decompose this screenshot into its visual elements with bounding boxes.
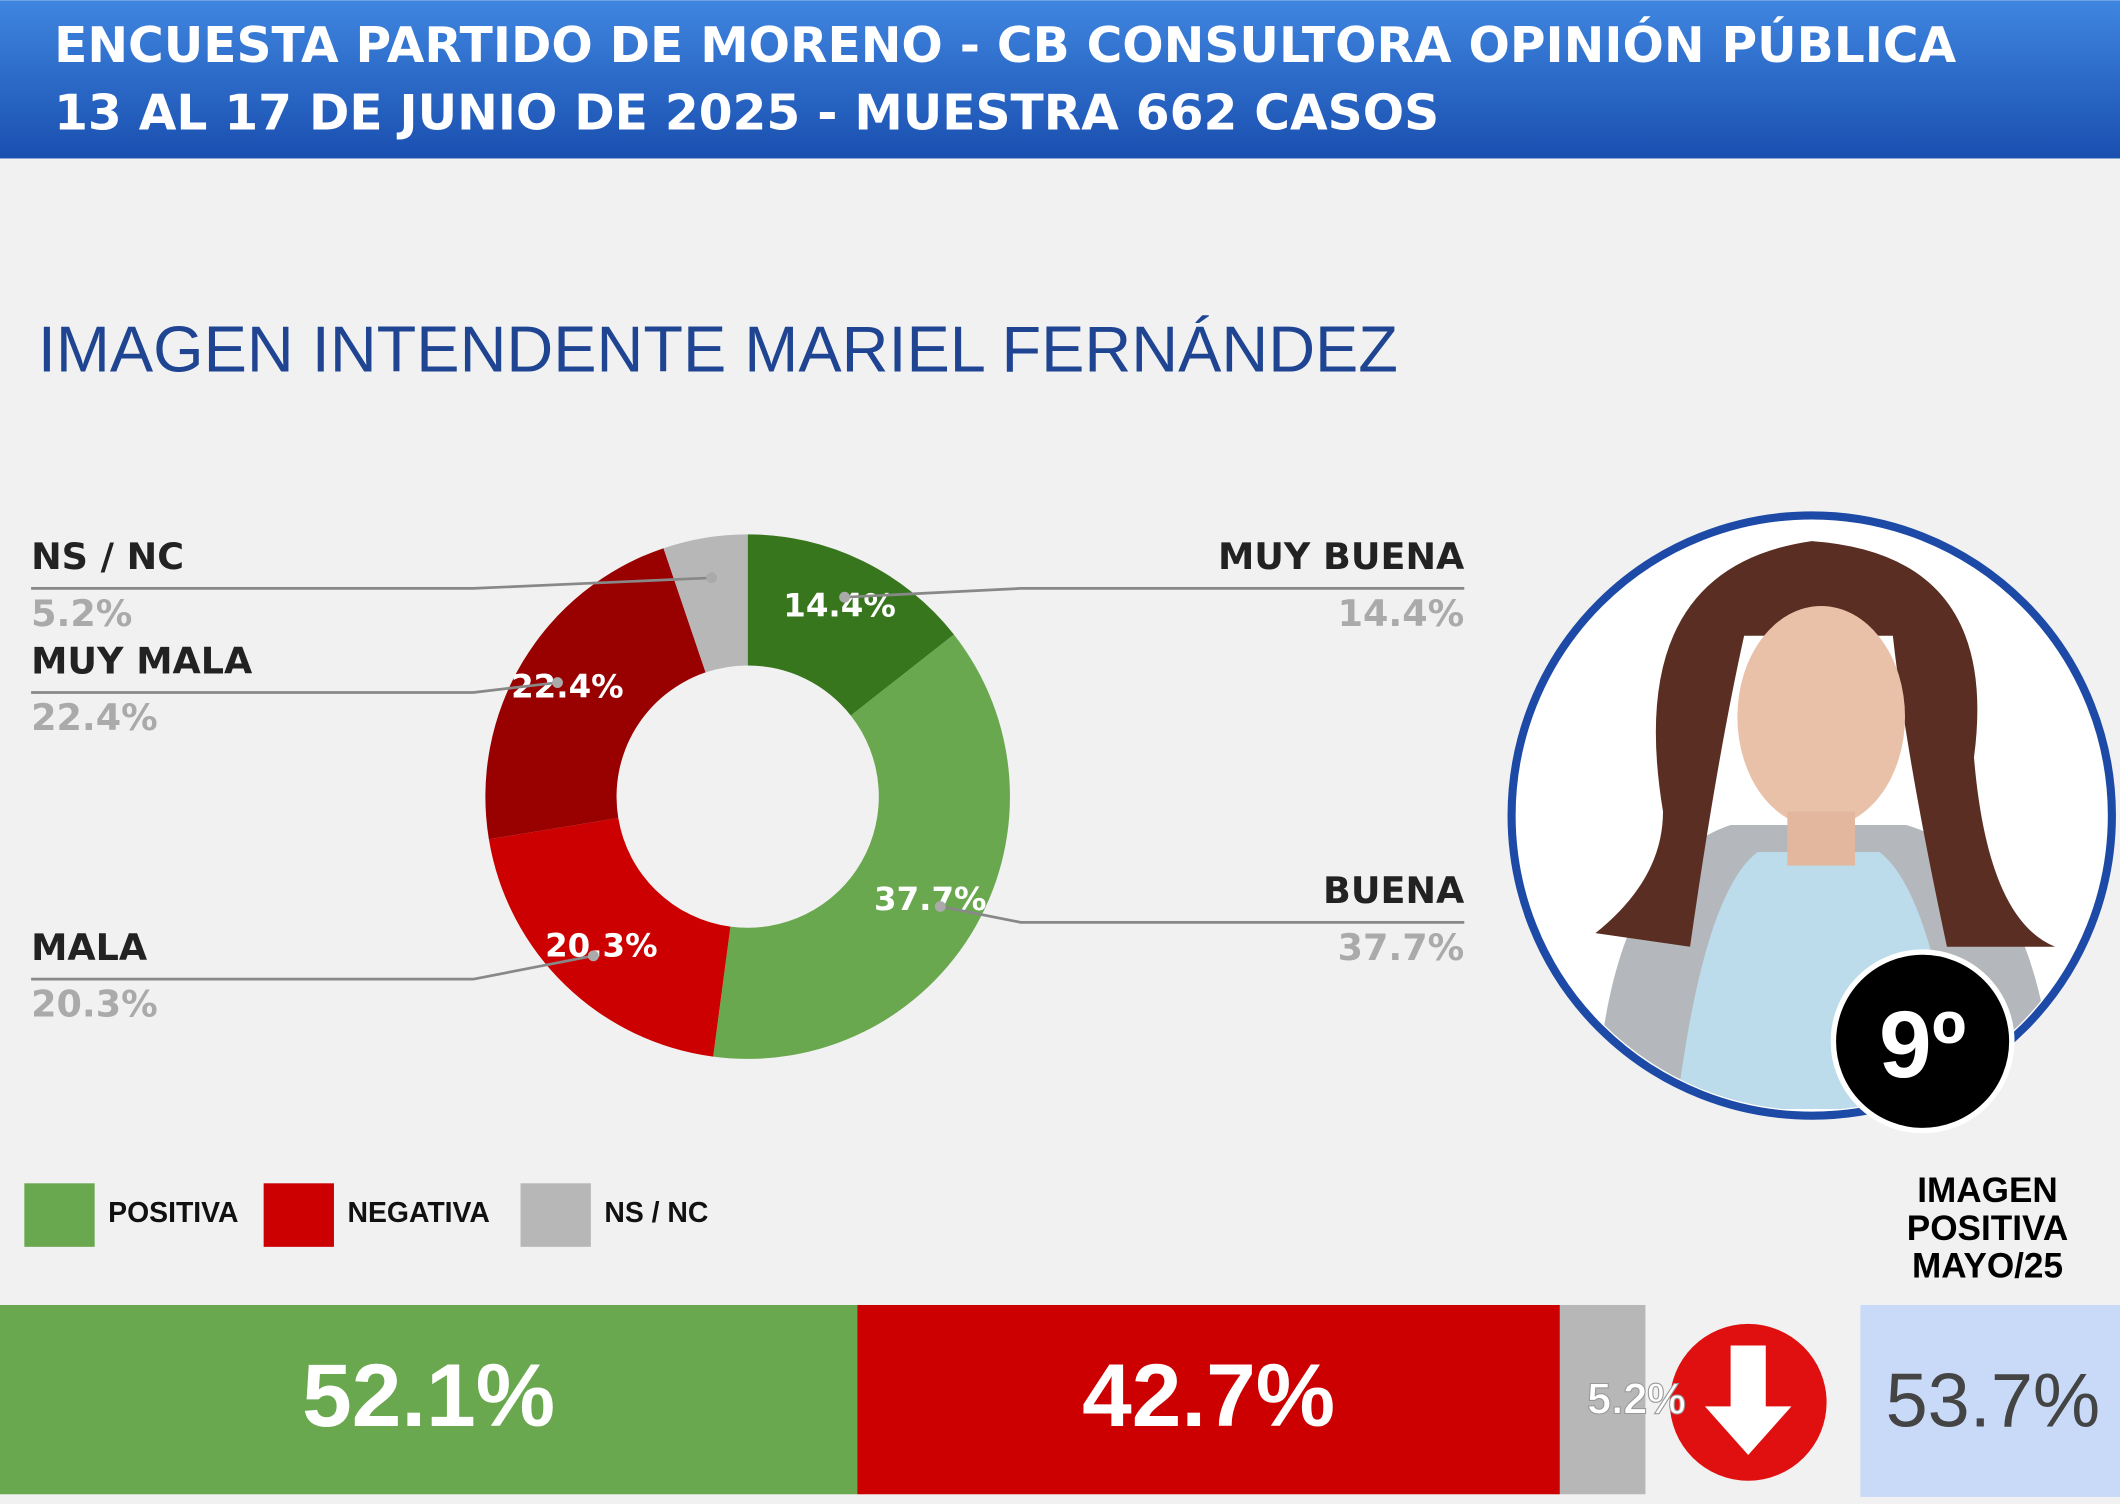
comparison-title: IMAGEN <box>1917 1171 2058 1210</box>
leader-dot <box>587 950 599 962</box>
comparison-box <box>1860 1304 2120 1497</box>
value-label: 5.2% <box>31 592 132 635</box>
down-arrow <box>1704 1345 1792 1456</box>
bar-label: 42.7% <box>1082 1345 1335 1445</box>
comparison-value: 53.7% <box>1886 1358 2101 1443</box>
bar-label: 5.2% <box>1587 1376 1686 1424</box>
legend-swatch <box>263 1183 334 1247</box>
legend-swatch <box>24 1183 95 1247</box>
pie-slice <box>747 534 954 716</box>
portrait <box>1595 541 2056 1109</box>
comparison-title: POSITIVA <box>1907 1209 2068 1248</box>
category-label: MUY MALA <box>31 639 253 682</box>
legend-label: NS / NC <box>604 1197 708 1229</box>
value-label: 22.4% <box>31 696 158 739</box>
leader-dot <box>934 901 946 912</box>
rank-label: 9º <box>1879 992 1966 1098</box>
category-label: MUY BUENA <box>1218 535 1465 578</box>
slice-label: 20.3% <box>545 927 658 965</box>
leader-dot <box>706 572 718 584</box>
legend-swatch <box>520 1183 591 1247</box>
leader-line <box>31 576 712 590</box>
value-label: 37.7% <box>1338 926 1465 969</box>
header-line: ENCUESTA PARTIDO DE MORENO - CB CONSULTO… <box>54 17 1956 74</box>
legend-label: NEGATIVA <box>347 1197 489 1229</box>
pie-slice <box>663 534 748 673</box>
category-label: NS / NC <box>31 535 184 578</box>
bar-label: 52.1% <box>302 1345 555 1445</box>
value-label: 14.4% <box>1338 592 1465 635</box>
leader-dot <box>552 677 563 688</box>
category-label: MALA <box>31 926 148 969</box>
leader-line <box>31 954 594 981</box>
leader-dot <box>839 591 851 603</box>
bar-segment <box>1559 1304 1646 1495</box>
category-label: BUENA <box>1323 869 1465 912</box>
photo <box>1507 511 2116 1120</box>
slice-label: 14.4% <box>783 587 896 625</box>
leader-line <box>844 587 1465 599</box>
rank-badge <box>1830 949 2015 1134</box>
pie-slice <box>713 634 1010 1059</box>
comparison-title: MAYO/25 <box>1912 1247 2063 1286</box>
leader-line <box>31 681 558 694</box>
leader-line <box>940 905 1465 924</box>
header-line: 13 AL 17 DE JUNIO DE 2025 - MUESTRA 662 … <box>54 86 1439 142</box>
value-label: 20.3% <box>31 983 158 1026</box>
bar-segment <box>857 1304 1560 1495</box>
pie-slice <box>485 548 706 840</box>
header-bar <box>0 0 2120 159</box>
legend-label: POSITIVA <box>108 1197 238 1229</box>
pie-slice <box>488 817 731 1057</box>
bar-segment <box>0 1304 858 1495</box>
chart-title: IMAGEN INTENDENTE MARIEL FERNÁNDEZ <box>38 313 1398 386</box>
